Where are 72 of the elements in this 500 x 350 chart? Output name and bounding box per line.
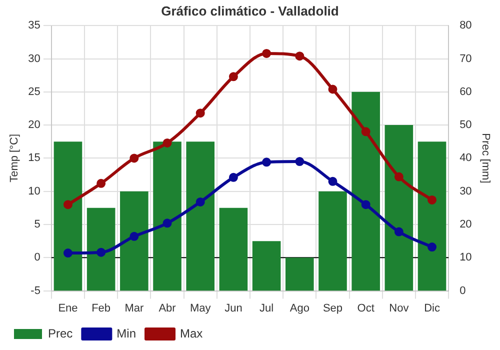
y-tick-label: 5 bbox=[34, 218, 40, 231]
y2-tick-label: 80 bbox=[460, 20, 472, 32]
y2-tick-label: 60 bbox=[460, 86, 472, 98]
bar bbox=[285, 258, 314, 291]
point bbox=[295, 52, 304, 61]
y-tick-label: 35 bbox=[28, 20, 40, 32]
x-tick-label: Oct bbox=[357, 302, 374, 314]
x-tick-label: Jul bbox=[260, 302, 274, 314]
y-tick-label: 25 bbox=[28, 86, 40, 98]
y-tick-label: 30 bbox=[28, 52, 40, 65]
point bbox=[96, 178, 106, 188]
point bbox=[394, 227, 404, 236]
point bbox=[428, 242, 437, 252]
x-tick-label: Mar bbox=[124, 302, 144, 314]
x-tick-label: Sep bbox=[322, 302, 343, 314]
y2-axis-title: Prec [mm] bbox=[479, 133, 492, 184]
point bbox=[361, 200, 370, 210]
bar bbox=[318, 191, 347, 291]
legend-label: Prec bbox=[48, 326, 73, 340]
y2-tick-label: 20 bbox=[460, 218, 472, 231]
point bbox=[228, 172, 238, 182]
y2-tick-label: 0 bbox=[460, 284, 466, 297]
x-tick-label: Dic bbox=[424, 302, 440, 314]
point bbox=[262, 48, 272, 58]
y2-tick-label: 70 bbox=[460, 52, 472, 65]
point bbox=[328, 176, 338, 186]
y-tick-label: -5 bbox=[30, 284, 40, 297]
y2-tick-label: 30 bbox=[460, 185, 472, 198]
point bbox=[130, 232, 139, 241]
point bbox=[196, 108, 205, 118]
bar bbox=[219, 208, 248, 291]
point bbox=[295, 157, 304, 166]
bar bbox=[86, 208, 116, 291]
bar bbox=[120, 191, 148, 291]
x-tick-label: Ago bbox=[290, 302, 310, 314]
point bbox=[361, 127, 370, 136]
point bbox=[228, 72, 238, 82]
bar bbox=[252, 241, 281, 291]
point bbox=[96, 248, 106, 257]
point bbox=[262, 158, 272, 167]
y-tick-label: 10 bbox=[28, 185, 40, 198]
x-tick-label: Abr bbox=[158, 302, 176, 314]
bar bbox=[153, 142, 182, 291]
point bbox=[63, 248, 72, 258]
legend-label: Max bbox=[180, 326, 203, 340]
point bbox=[394, 172, 404, 182]
bar bbox=[54, 142, 82, 291]
y-tick-label: 15 bbox=[28, 152, 40, 164]
point bbox=[328, 84, 338, 94]
point bbox=[428, 195, 437, 204]
bar bbox=[418, 142, 446, 291]
y-axis-title: Temp [°C] bbox=[8, 134, 21, 182]
bar bbox=[186, 142, 215, 291]
x-tick-label: Nov bbox=[389, 302, 410, 314]
point bbox=[162, 138, 172, 148]
chart-title: Gráfico climático - Valladolid bbox=[161, 3, 339, 18]
point bbox=[196, 197, 205, 206]
y2-tick-label: 10 bbox=[460, 252, 472, 264]
legend-label: Min bbox=[116, 326, 136, 340]
x-tick-label: Ene bbox=[58, 302, 78, 314]
point bbox=[130, 154, 139, 163]
y2-tick-label: 40 bbox=[460, 152, 472, 164]
y-tick-label: 20 bbox=[28, 119, 40, 132]
point bbox=[162, 218, 172, 228]
point bbox=[63, 200, 72, 210]
bar bbox=[352, 92, 380, 291]
x-tick-label: May bbox=[190, 302, 212, 314]
y2-tick-label: 50 bbox=[460, 119, 472, 132]
y-tick-label: 0 bbox=[34, 252, 40, 264]
x-tick-label: Feb bbox=[92, 302, 111, 314]
bar bbox=[384, 125, 414, 291]
x-tick-label: Jun bbox=[224, 302, 242, 314]
